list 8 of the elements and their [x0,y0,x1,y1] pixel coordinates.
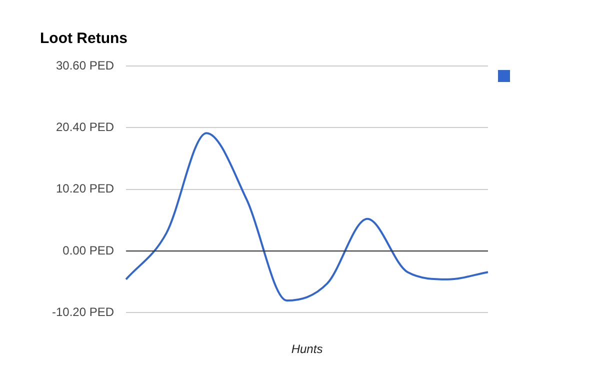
y-tick-label: -10.20 PED [52,304,114,319]
y-tick-label: 10.20 PED [56,182,114,196]
chart-title: Loot Retuns [40,30,128,48]
x-axis-title: Hunts [291,342,323,356]
y-tick-label: 30.60 PED [56,58,114,72]
y-tick-label: 20.40 PED [56,120,114,134]
y-tick-label: 0.00 PED [62,243,114,258]
line-series [125,132,489,302]
